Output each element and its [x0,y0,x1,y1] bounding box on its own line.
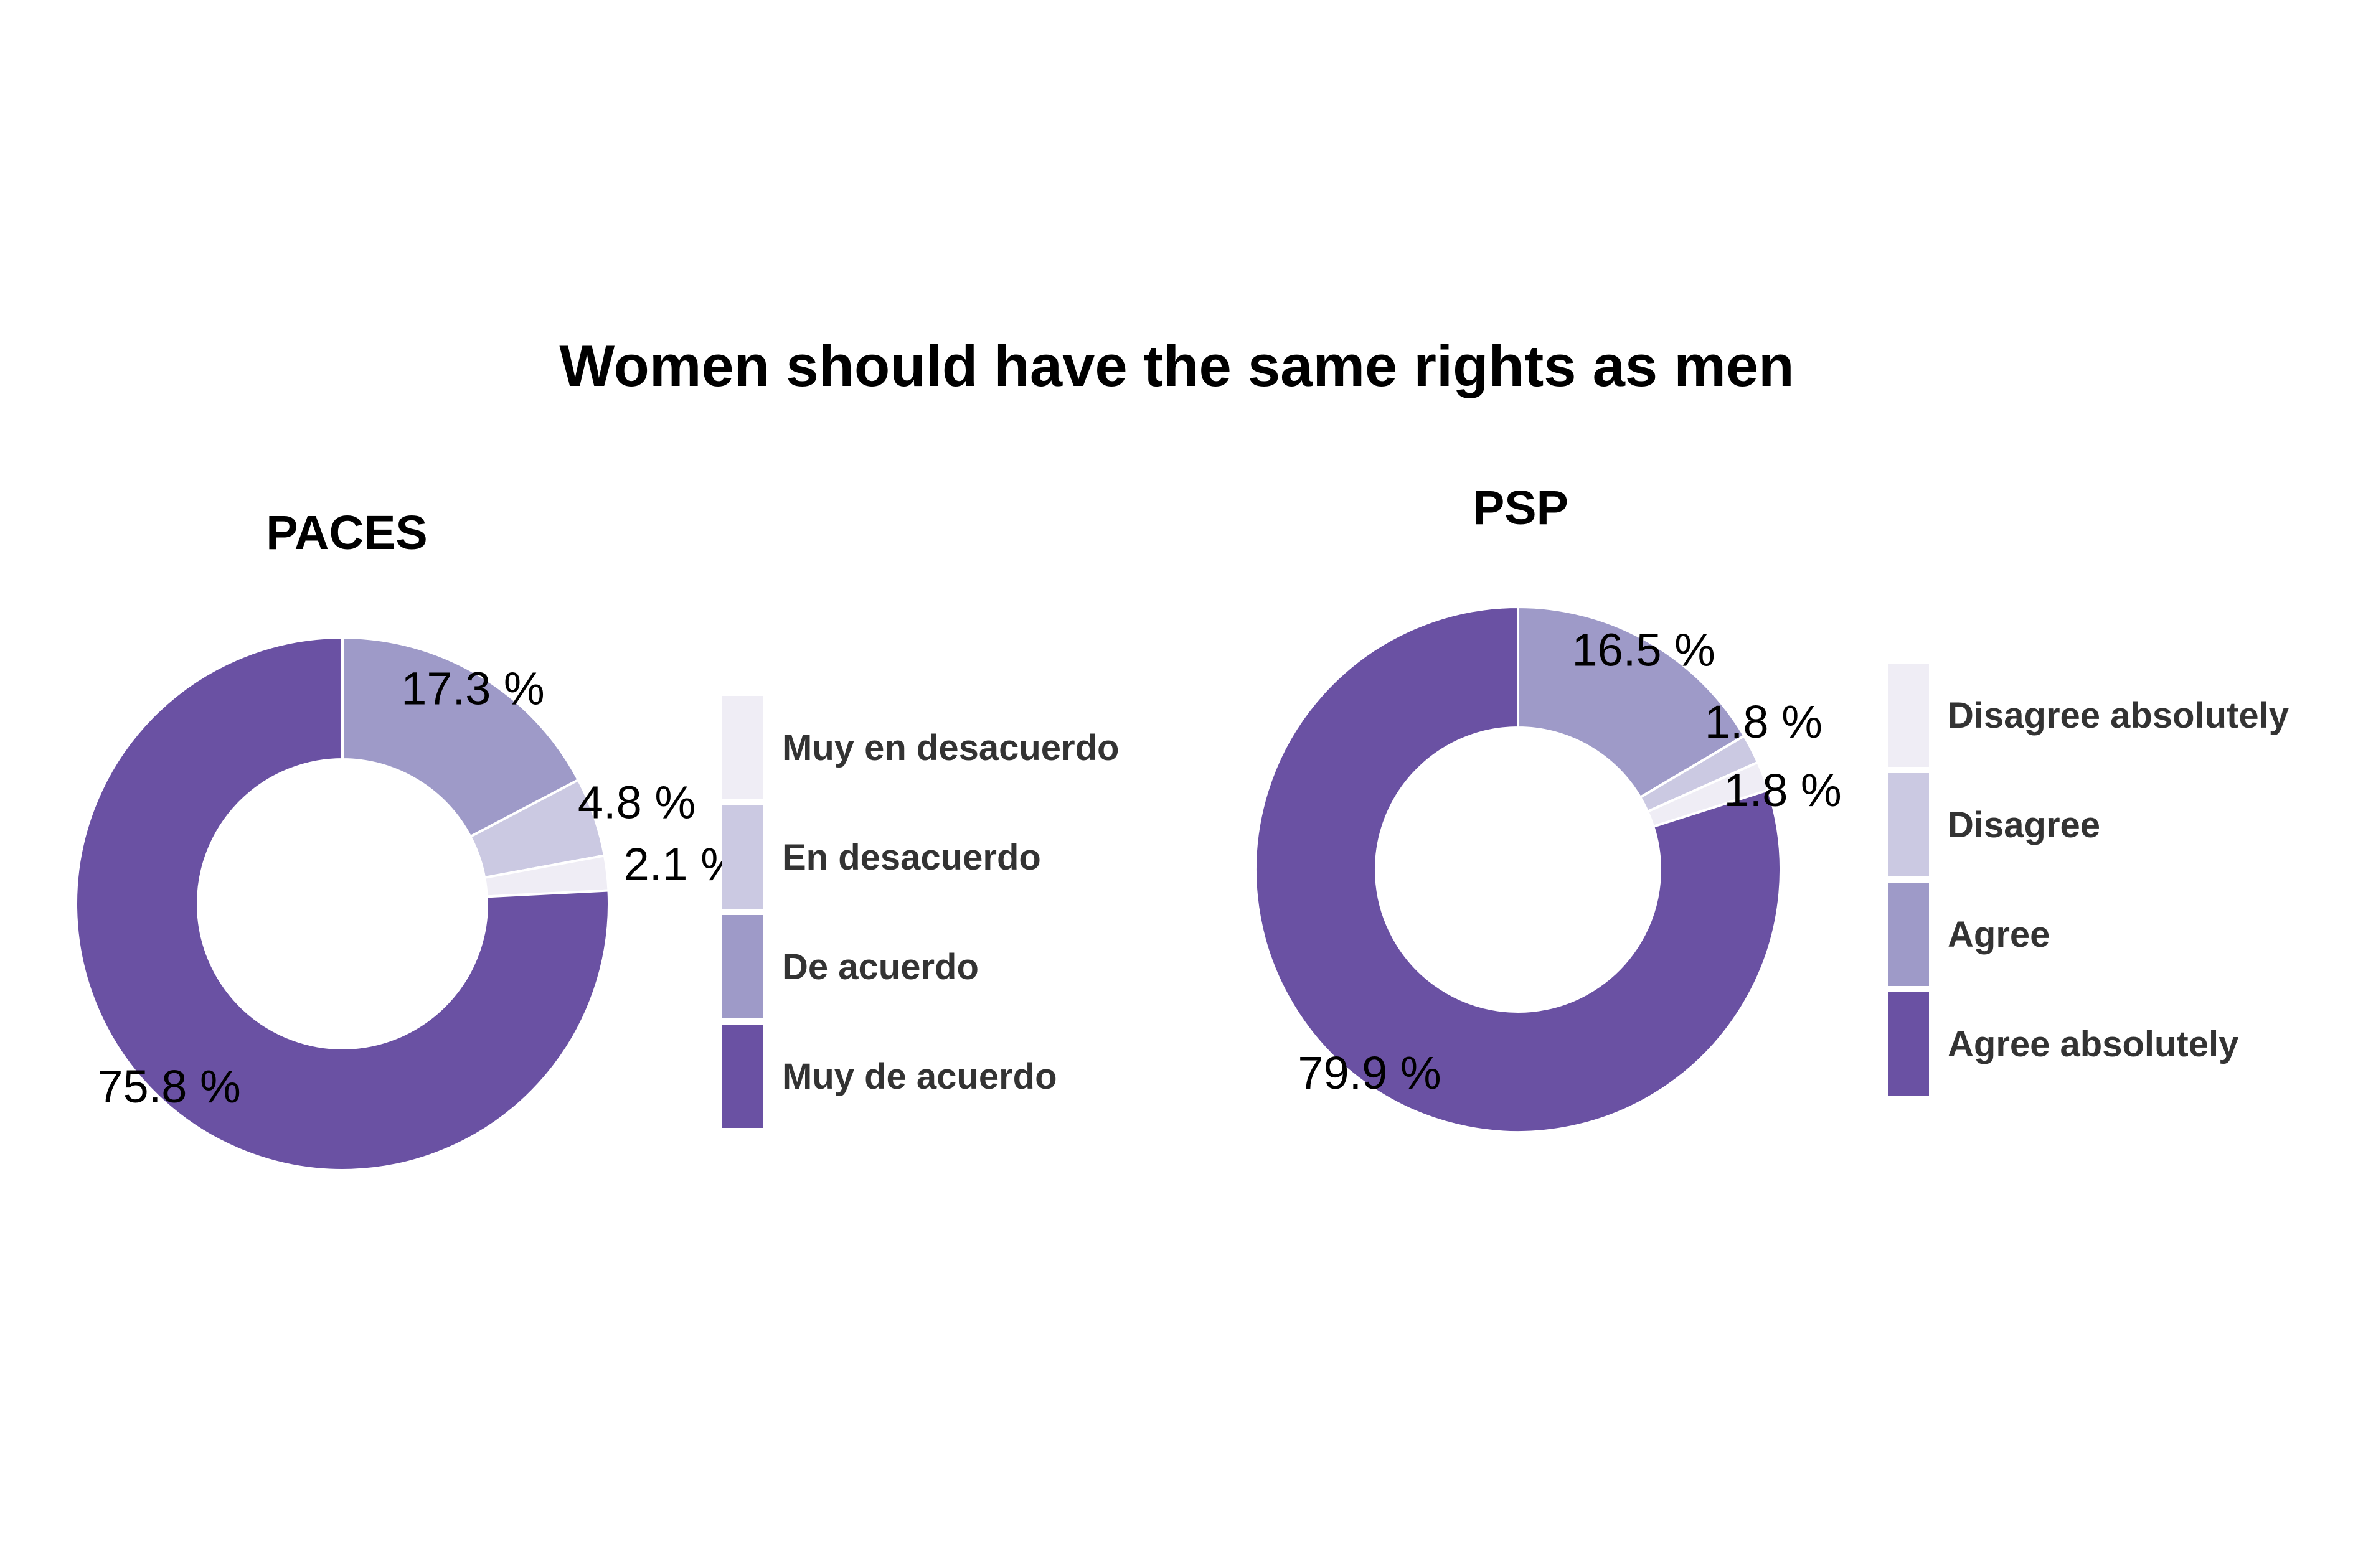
donut-slice-muy-de-acuerdo [75,636,610,1171]
legend-swatch-muy-en-desacuerdo [722,696,763,799]
legend-label-agree-absolutely: Agree absolutely [1948,1024,2238,1064]
legend-label-en-desacuerdo: En desacuerdo [782,837,1041,878]
legend-label-muy-de-acuerdo: Muy de acuerdo [782,1056,1057,1097]
legend-swatch-disagree [1888,773,1929,876]
legend-swatch-agree [1888,883,1929,986]
legend-swatch-agree-absolutely [1888,992,1929,1096]
data-label-muy-en-desacuerdo: 2.1 % [624,838,742,890]
chart-psp: PSP 1.8 % 1.8 % 16.5 % 79.9 % Disagree abso… [1254,481,2289,1134]
donut-slice-agree [1517,605,1746,799]
data-label-agree: 16.5 % [1572,624,1715,675]
chart-paces: PACES 2.1 % 4.8 % 17.3 % 75.8 % Muy en desa… [75,506,1119,1171]
legend-label-de-acuerdo: De acuerdo [782,947,979,987]
data-label-disagree-absolutely: 1.8 % [1724,764,1842,816]
legend-label-agree: Agree [1948,914,2050,955]
donut-slice-agree-absolutely [1254,605,1782,1134]
data-label-en-desacuerdo: 4.8 % [578,777,696,829]
legend-swatch-disagree-absolutely [1888,664,1929,767]
legend-label-muy-en-desacuerdo: Muy en desacuerdo [782,728,1119,768]
legend-label-disagree: Disagree [1948,805,2100,845]
chart-title: Women should have the same rights as men [559,333,1794,398]
donut-paces [75,636,610,1171]
legend-psp: Disagree absolutely Disagree Agree Agree ab… [1888,664,2289,1096]
legend-swatch-en-desacuerdo [722,805,763,909]
legend-label-disagree-absolutely: Disagree absolutely [1948,695,2289,736]
chart-subtitle-paces: PACES [266,506,428,560]
data-label-disagree: 1.8 % [1705,696,1823,748]
data-label-agree-absolutely: 79.9 % [1298,1047,1441,1099]
donut-psp [1254,605,1782,1134]
chart-subtitle-psp: PSP [1473,481,1568,535]
legend-swatch-muy-de-acuerdo [722,1025,763,1128]
data-label-de-acuerdo: 17.3 % [401,662,544,714]
data-label-muy-de-acuerdo: 75.8 % [97,1061,240,1112]
legend-paces: Muy en desacuerdo En desacuerdo De acuerdo… [722,696,1119,1128]
legend-swatch-de-acuerdo [722,915,763,1018]
donut-slice-de-acuerdo [341,636,580,838]
